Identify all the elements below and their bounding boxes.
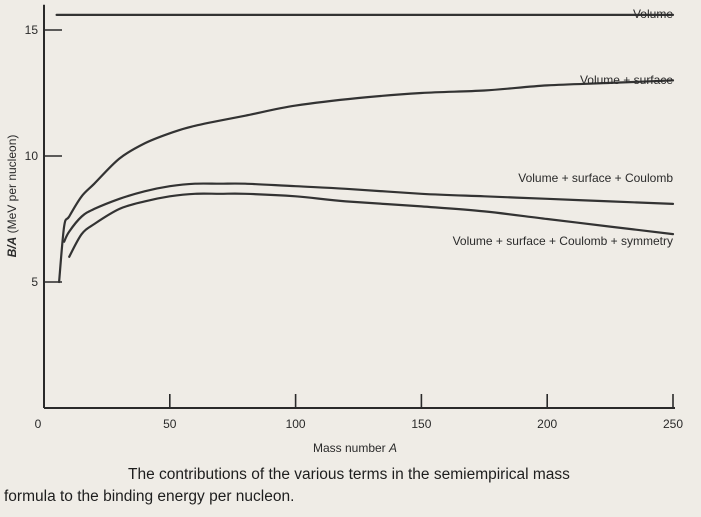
x-tick-label-50: 50 xyxy=(163,417,177,431)
series-labels: Volume Volume + surface Volume + surface +… xyxy=(453,7,674,248)
x-tick-label-0: 0 xyxy=(35,417,42,431)
y-tick-label-10: 10 xyxy=(25,149,39,163)
caption-line-2: formula to the binding energy per nucleo… xyxy=(4,488,295,505)
chart: 5 10 15 0 50 100 150 200 250 Volume Volume + sur… xyxy=(5,4,683,455)
series-label-4: Volume + surface + Coulomb + symmetry xyxy=(453,234,673,248)
x-ticks: 0 50 100 150 200 250 xyxy=(35,394,683,431)
series-lines xyxy=(55,13,675,284)
y-axis-title: B/A (MeV per nucleon) xyxy=(5,135,19,258)
series-line-3 xyxy=(62,182,675,243)
axes xyxy=(43,4,675,409)
series-line-2 xyxy=(58,79,675,284)
x-tick-label-100: 100 xyxy=(286,417,306,431)
series-label-3: Volume + surface + Coulomb xyxy=(518,171,673,185)
x-tick-label-150: 150 xyxy=(411,417,431,431)
y-tick-label-5: 5 xyxy=(31,275,38,289)
y-tick-label-15: 15 xyxy=(25,23,39,37)
x-tick-label-200: 200 xyxy=(537,417,557,431)
x-axis-title: Mass number A xyxy=(313,441,397,455)
x-tick-label-250: 250 xyxy=(663,417,683,431)
series-label-2: Volume + surface xyxy=(580,73,673,87)
series-label-1: Volume xyxy=(633,7,673,21)
y-ticks: 5 10 15 xyxy=(25,23,62,289)
figure-caption: The contributions of the various terms i… xyxy=(4,464,694,508)
series-line-4 xyxy=(68,192,675,258)
caption-line-1: The contributions of the various terms i… xyxy=(128,466,570,483)
